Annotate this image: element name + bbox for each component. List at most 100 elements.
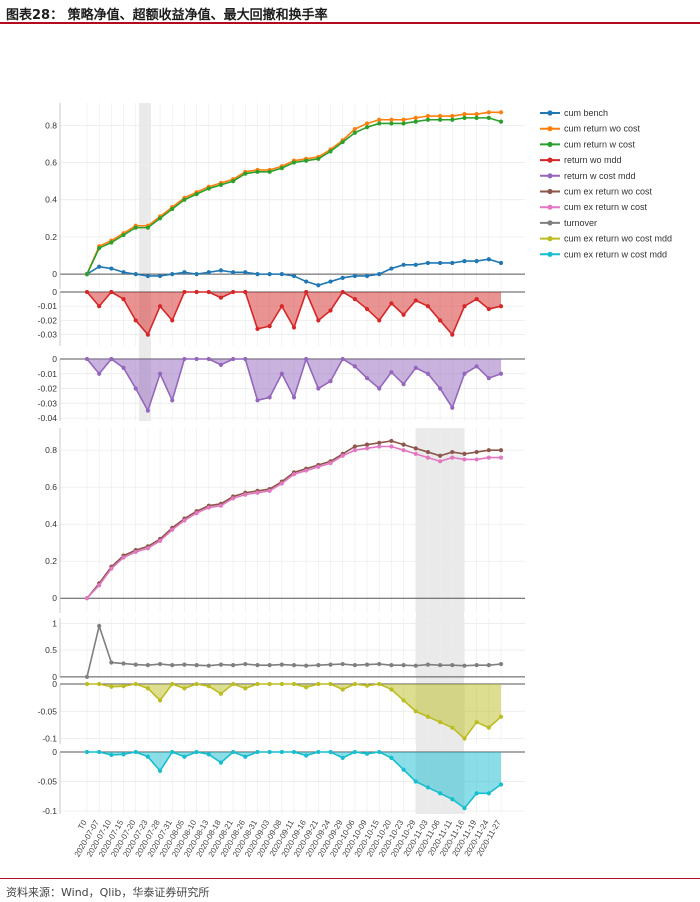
data-point — [97, 264, 102, 269]
data-point — [231, 289, 236, 295]
data-point — [218, 295, 224, 300]
y-tick-label: 0.5 — [45, 645, 57, 655]
data-point — [121, 661, 126, 666]
data-point — [84, 681, 90, 687]
series-cum-ex-return-w-cost — [84, 444, 504, 601]
data-point — [340, 139, 345, 145]
data-point — [450, 113, 455, 119]
data-point — [194, 681, 199, 687]
data-point — [316, 749, 321, 755]
data-point — [462, 371, 467, 376]
y-tick-label: -0.05 — [38, 777, 58, 787]
legend-item: cum ex return w cost mdd — [540, 249, 667, 259]
data-point — [316, 681, 321, 687]
series-cum-ex-return-w-cost-mdd — [84, 749, 504, 811]
data-point — [486, 791, 491, 796]
legend-label: turnover — [564, 218, 597, 228]
data-point — [413, 262, 418, 267]
data-point — [474, 457, 479, 462]
series-turnover — [84, 623, 504, 680]
data-point — [413, 451, 418, 456]
data-point — [121, 752, 126, 757]
data-point — [109, 684, 114, 689]
series-return-w-cost-mdd — [84, 356, 504, 413]
data-point — [352, 364, 357, 369]
data-point — [304, 289, 309, 295]
data-point — [498, 714, 504, 719]
data-point — [389, 266, 394, 271]
data-point — [425, 449, 431, 455]
data-point — [170, 527, 175, 532]
data-point — [206, 505, 211, 510]
y-tick-label: 0 — [52, 269, 57, 279]
legend-label: cum ex return w cost — [564, 202, 648, 212]
data-point — [218, 662, 224, 667]
data-point — [425, 304, 431, 309]
data-point — [328, 662, 333, 667]
data-point — [364, 442, 370, 447]
data-point — [498, 455, 504, 460]
data-point — [109, 289, 114, 295]
data-point — [462, 736, 467, 741]
data-point — [133, 225, 138, 230]
data-point — [145, 225, 150, 230]
data-point — [218, 503, 224, 508]
data-point — [389, 301, 394, 306]
data-point — [182, 270, 187, 275]
data-point — [498, 304, 504, 309]
data-point — [377, 444, 382, 449]
data-point — [109, 566, 114, 571]
data-point — [194, 289, 199, 295]
y-tick-label: -0.04 — [38, 413, 58, 423]
data-point — [328, 379, 333, 384]
data-point — [425, 117, 431, 122]
legend-swatch-marker — [547, 173, 553, 179]
data-point — [340, 453, 345, 458]
data-point — [413, 298, 418, 303]
data-point — [182, 686, 187, 691]
data-point — [97, 749, 102, 755]
data-point — [486, 115, 491, 120]
y-tick-label: 0.6 — [45, 158, 57, 168]
data-point — [121, 232, 126, 238]
data-point — [377, 272, 382, 277]
y-tick-label: 0 — [52, 747, 57, 757]
legend-item: cum return w cost — [540, 139, 636, 149]
data-point — [462, 663, 467, 668]
data-point — [194, 192, 199, 197]
data-point — [255, 663, 260, 668]
data-point — [462, 451, 467, 456]
data-point — [474, 449, 479, 455]
data-point — [97, 681, 102, 687]
data-point — [377, 681, 382, 687]
data-point — [340, 755, 345, 761]
data-point — [231, 270, 236, 275]
data-point — [389, 663, 394, 668]
data-point — [97, 371, 102, 376]
data-point — [328, 279, 333, 284]
data-point — [486, 376, 491, 381]
data-point — [377, 121, 382, 126]
data-point — [316, 386, 321, 391]
data-point — [425, 260, 431, 266]
data-point — [84, 289, 90, 295]
data-point — [304, 356, 309, 362]
legend-item: turnover — [540, 218, 597, 228]
data-point — [425, 662, 431, 667]
data-point — [450, 117, 455, 122]
series-cum-return-w-cost — [84, 115, 504, 277]
data-point — [243, 492, 248, 497]
data-point — [97, 623, 102, 629]
data-point — [97, 304, 102, 309]
data-point — [474, 663, 479, 668]
data-point — [486, 725, 491, 730]
data-point — [438, 459, 443, 464]
data-point — [425, 455, 431, 460]
data-point — [377, 386, 382, 391]
data-point — [145, 686, 150, 691]
y-tick-label: 0 — [52, 679, 57, 689]
data-point — [450, 260, 455, 266]
data-point — [352, 130, 357, 135]
data-point — [109, 266, 114, 271]
data-point — [182, 754, 187, 759]
